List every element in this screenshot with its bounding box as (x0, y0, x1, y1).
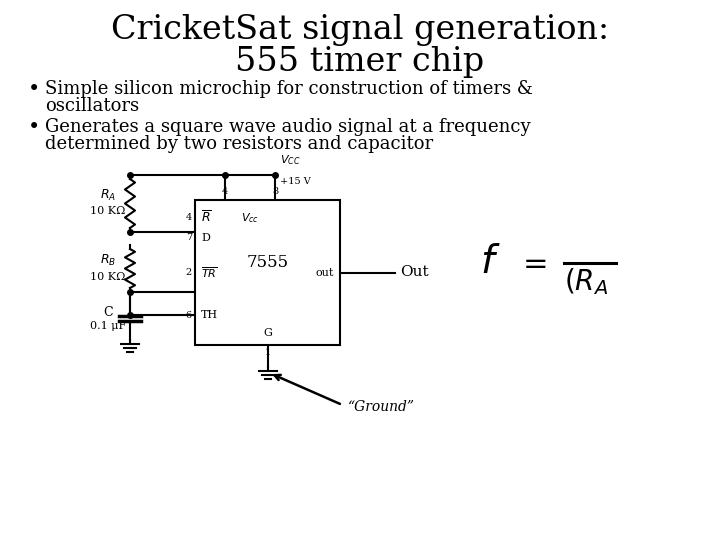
Text: $R_A$: $R_A$ (100, 188, 116, 203)
Text: •: • (28, 118, 40, 138)
Text: oscillators: oscillators (45, 97, 139, 115)
Text: Simple silicon microchip for construction of timers &: Simple silicon microchip for constructio… (45, 80, 533, 98)
Text: out: out (315, 267, 334, 278)
Text: 555 timer chip: 555 timer chip (235, 46, 485, 78)
Text: $f$: $f$ (480, 244, 500, 281)
Text: determined by two resistors and capacitor: determined by two resistors and capacito… (45, 135, 433, 153)
Text: 10 KΩ: 10 KΩ (90, 206, 126, 217)
Text: $=$: $=$ (517, 247, 547, 278)
Text: 10 KΩ: 10 KΩ (90, 272, 126, 281)
Text: 0.1 μF: 0.1 μF (90, 321, 126, 331)
Text: 7555: 7555 (246, 254, 289, 271)
Bar (195, 200, 340, 345)
Text: 4: 4 (186, 213, 192, 222)
Text: D: D (201, 233, 210, 243)
Text: Out: Out (400, 266, 428, 280)
Text: •: • (28, 80, 40, 99)
Text: 1: 1 (264, 348, 271, 357)
Text: 4: 4 (222, 187, 228, 196)
Text: $V_{cc}$: $V_{cc}$ (241, 211, 259, 225)
Text: $R_B$: $R_B$ (100, 253, 116, 268)
Text: 8: 8 (272, 187, 278, 196)
Text: +15 V: +15 V (280, 177, 311, 186)
Text: TH: TH (201, 310, 218, 320)
Text: “Ground”: “Ground” (348, 400, 415, 414)
Text: $(R_A$: $(R_A$ (564, 266, 608, 297)
Text: Generates a square wave audio signal at a frequency: Generates a square wave audio signal at … (45, 118, 531, 136)
Text: $\overline{TR}$: $\overline{TR}$ (201, 265, 217, 280)
Text: 7: 7 (186, 233, 192, 242)
Text: G: G (263, 328, 272, 338)
Text: CricketSat signal generation:: CricketSat signal generation: (111, 14, 609, 46)
Text: C: C (103, 307, 113, 320)
Text: $V_{CC}$: $V_{CC}$ (280, 153, 300, 167)
Text: 2: 2 (186, 268, 192, 277)
Text: 6: 6 (186, 310, 192, 320)
Text: $\overline{R}$: $\overline{R}$ (201, 210, 212, 226)
